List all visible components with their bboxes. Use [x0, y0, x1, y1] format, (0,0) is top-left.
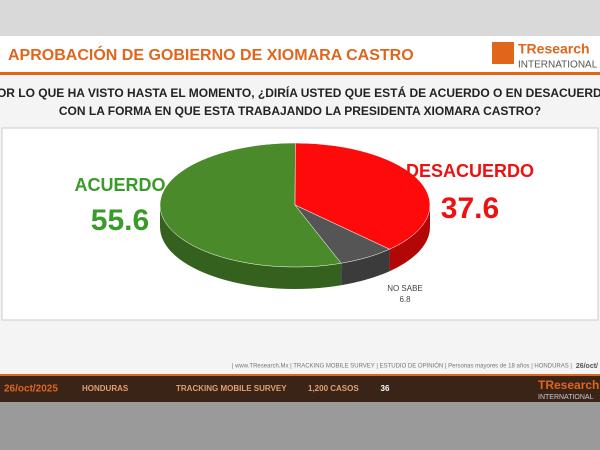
slice-label: ACUERDO	[74, 175, 165, 195]
title: APROBACIÓN DE GOBIERNO DE XIOMARA CASTRO	[8, 45, 414, 64]
logo-name: TResearch	[518, 41, 590, 57]
slice-side	[341, 249, 390, 286]
footer-note: | www.TResearch.Mx | TRACKING MOBILE SUR…	[232, 363, 573, 370]
bar-survey: TRACKING MOBILE SURVEY	[176, 384, 287, 393]
slice-side	[160, 205, 342, 290]
pie	[159, 142, 431, 290]
pie-slice	[294, 204, 391, 264]
slice-value: 6.8	[399, 295, 411, 304]
question-line: CON LA FORMA EN QUE ESTA TRABAJANDO LA P…	[59, 104, 541, 118]
page-number: 36	[381, 384, 390, 393]
slice-label: DESACUERDO	[406, 161, 534, 181]
title-rule	[0, 72, 600, 75]
top-band	[0, 0, 600, 36]
bar-logo-tagline: INTERNATIONAL	[538, 394, 594, 401]
slice-value: 37.6	[441, 192, 499, 225]
pie-slice	[159, 142, 342, 268]
bar-country: HONDURAS	[82, 384, 129, 393]
bar-logo: TResearch	[538, 378, 599, 392]
pie-slice	[294, 142, 431, 250]
bar-date: 26/oct/2025	[4, 384, 58, 395]
question-line: POR LO QUE HA VISTO HASTA EL MOMENTO, ¿D…	[0, 85, 600, 100]
footer-date: 26/oct/	[576, 363, 598, 370]
bottom-bar	[0, 376, 600, 402]
slice-side	[389, 205, 430, 272]
logo-tagline: INTERNATIONAL	[518, 60, 598, 71]
bottom-rule	[0, 374, 600, 376]
slice-label: NO SABE	[387, 284, 423, 293]
bar-cases: 1,200 CASOS	[308, 384, 359, 393]
logo-icon	[492, 42, 514, 64]
lower-band	[0, 402, 600, 450]
slice-value: 55.6	[91, 204, 149, 237]
